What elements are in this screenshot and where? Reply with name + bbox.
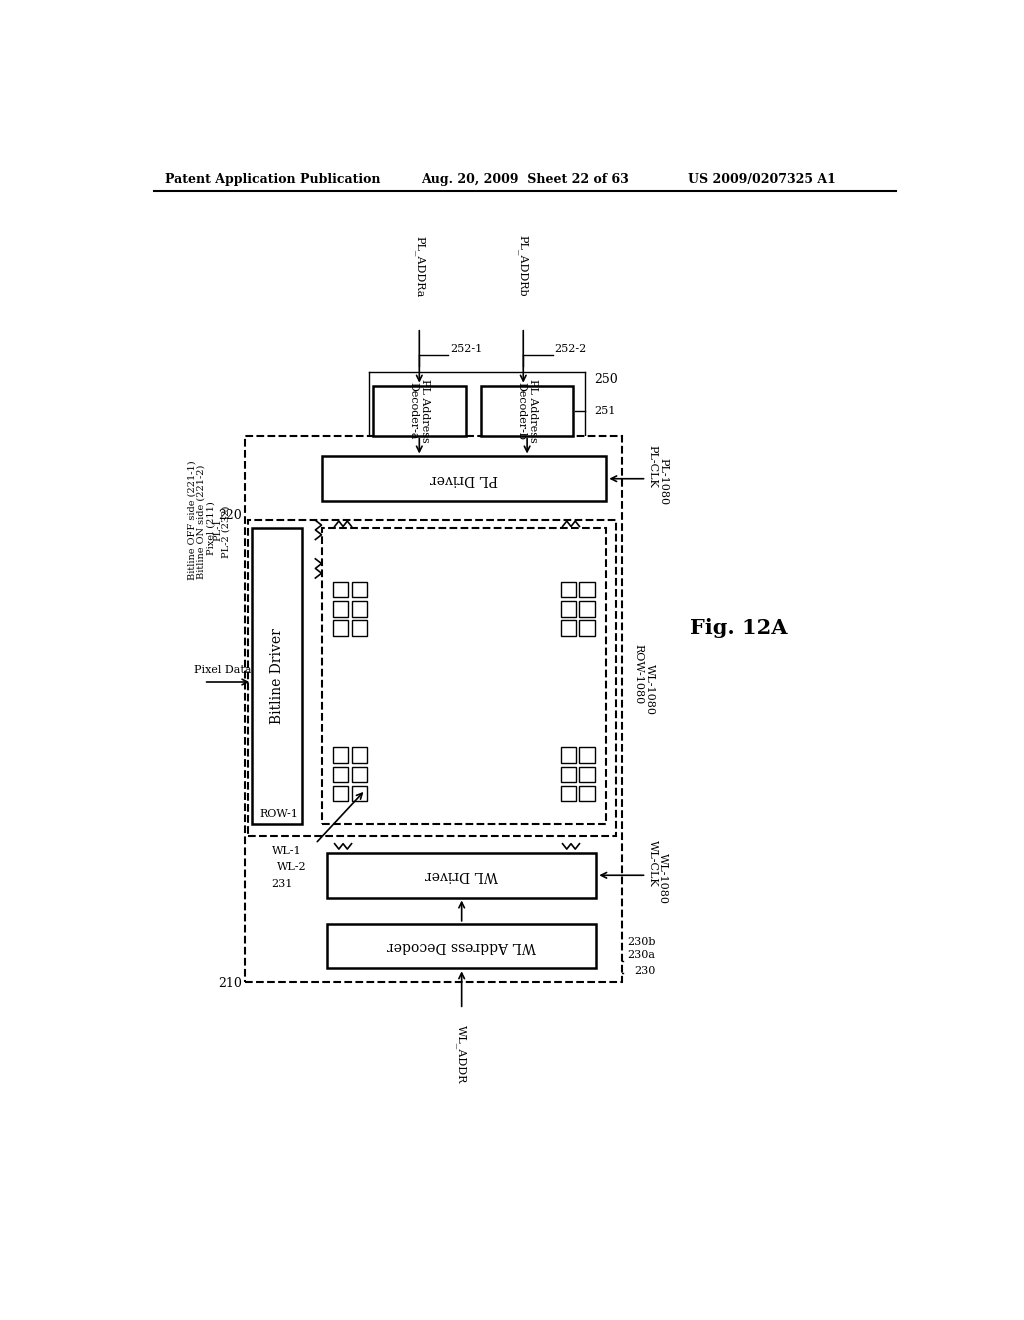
Bar	[561, 785, 577, 801]
Text: PL Address
Decoder-a: PL Address Decoder-a	[409, 379, 430, 442]
Text: PL-2 (232): PL-2 (232)	[221, 506, 230, 558]
Bar	[351, 785, 367, 801]
Text: Bitline ON side (221-2): Bitline ON side (221-2)	[197, 465, 206, 579]
Text: WL Address Decoder: WL Address Decoder	[387, 939, 537, 953]
Bar	[252, 528, 302, 825]
Text: PL_ADDRb: PL_ADDRb	[518, 235, 528, 297]
Bar	[248, 520, 615, 836]
Bar	[333, 601, 348, 616]
Bar	[351, 620, 367, 636]
Bar	[580, 620, 595, 636]
Bar	[351, 747, 367, 763]
Text: US 2009/0207325 A1: US 2009/0207325 A1	[688, 173, 836, 186]
Text: Patent Application Publication: Patent Application Publication	[165, 173, 381, 186]
Bar	[580, 601, 595, 616]
Text: Bitline Driver: Bitline Driver	[270, 628, 285, 725]
Text: PL-1080: PL-1080	[658, 458, 669, 506]
Text: 231: 231	[271, 879, 292, 888]
Bar	[327, 924, 596, 969]
Text: 230b: 230b	[628, 937, 655, 948]
Bar	[561, 601, 577, 616]
Text: ROW-1: ROW-1	[259, 809, 298, 820]
Text: PL_ADDRa: PL_ADDRa	[414, 236, 425, 297]
Text: Bitline OFF side (221-1): Bitline OFF side (221-1)	[187, 461, 197, 579]
Text: 252-1: 252-1	[451, 345, 482, 354]
Text: WL_ADDR: WL_ADDR	[457, 1024, 467, 1082]
Bar	[322, 457, 606, 502]
Text: 230: 230	[634, 966, 655, 975]
Bar	[580, 747, 595, 763]
Bar	[561, 620, 577, 636]
Bar	[373, 385, 466, 436]
Bar	[561, 747, 577, 763]
Text: 250: 250	[594, 372, 617, 385]
Bar	[561, 582, 577, 598]
Bar	[327, 853, 596, 898]
Bar	[580, 785, 595, 801]
Bar	[561, 767, 577, 781]
Bar	[333, 747, 348, 763]
Bar	[351, 601, 367, 616]
Text: WL-1: WL-1	[272, 846, 301, 857]
Text: 252-2: 252-2	[554, 345, 587, 354]
Bar	[333, 582, 348, 598]
Text: WL-1080: WL-1080	[644, 664, 654, 715]
Bar	[351, 582, 367, 598]
Bar	[333, 785, 348, 801]
Text: ROW-1080: ROW-1080	[634, 644, 644, 705]
Bar	[333, 767, 348, 781]
Text: WL-CLK: WL-CLK	[647, 840, 657, 886]
Text: WL-2: WL-2	[276, 862, 306, 871]
Text: Pixel (211): Pixel (211)	[206, 502, 215, 554]
Text: Fig. 12A: Fig. 12A	[690, 618, 787, 638]
Bar	[580, 582, 595, 598]
Text: 230a: 230a	[628, 950, 655, 961]
Bar	[580, 767, 595, 781]
Bar	[322, 528, 606, 825]
Text: PL Address
Decoder-b: PL Address Decoder-b	[516, 379, 538, 442]
Text: 251: 251	[594, 405, 615, 416]
Text: 220: 220	[218, 510, 243, 523]
Bar	[245, 436, 622, 982]
Text: WL-1080: WL-1080	[658, 853, 669, 904]
Text: WL Driver: WL Driver	[425, 869, 498, 882]
Bar	[351, 767, 367, 781]
Text: 210: 210	[218, 977, 243, 990]
Text: PL-CLK: PL-CLK	[647, 445, 657, 488]
Text: Pixel Data: Pixel Data	[194, 665, 251, 676]
Text: PL-1: PL-1	[214, 519, 223, 541]
Bar	[333, 620, 348, 636]
Text: PL Driver: PL Driver	[430, 471, 498, 486]
Bar	[481, 385, 573, 436]
Text: Aug. 20, 2009  Sheet 22 of 63: Aug. 20, 2009 Sheet 22 of 63	[421, 173, 629, 186]
